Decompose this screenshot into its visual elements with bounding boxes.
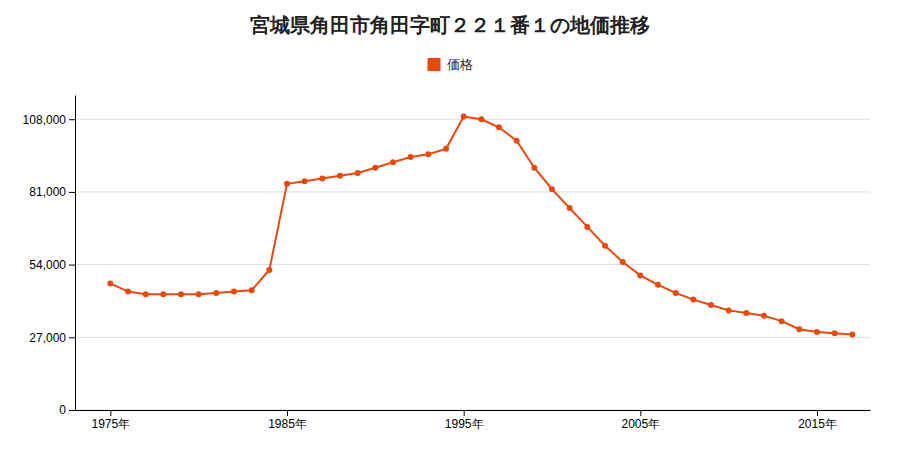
x-tick-label: 2015年 <box>798 417 837 431</box>
y-tick-mark <box>69 119 75 120</box>
x-tick-mark <box>817 410 818 416</box>
x-tick-mark <box>640 410 641 416</box>
y-tick-mark <box>69 265 75 266</box>
x-tick-mark <box>110 410 111 416</box>
y-tick: 27,000 <box>29 331 75 345</box>
point <box>372 165 378 171</box>
point <box>461 114 467 120</box>
point <box>355 170 361 176</box>
point <box>690 297 696 303</box>
point <box>514 138 520 144</box>
point <box>496 124 502 130</box>
x-tick: 2005年 <box>621 410 660 431</box>
y-axis-line <box>75 96 76 411</box>
x-tick-mark <box>464 410 465 416</box>
x-axis-line <box>76 410 871 411</box>
point <box>443 146 449 152</box>
point <box>602 243 608 249</box>
y-tick-mark <box>69 410 75 411</box>
grid-line <box>75 191 870 192</box>
y-tick-label: 54,000 <box>29 258 66 272</box>
point <box>160 291 166 297</box>
point <box>708 302 714 308</box>
point <box>107 280 113 286</box>
title: 宮城県角田市角田字町２２１番１の地価推移 <box>250 13 650 37</box>
point <box>849 332 855 338</box>
point <box>337 173 343 179</box>
plot: 1975年 1985年 1995年 2005年 2015年 0 27,000 54,000 81… <box>23 96 871 431</box>
y-tick-label: 27,000 <box>29 331 66 345</box>
point <box>620 259 626 265</box>
legend-label: 価格 <box>447 57 473 72</box>
point <box>761 313 767 319</box>
grid-line <box>75 410 870 411</box>
point <box>673 290 679 296</box>
point <box>178 291 184 297</box>
point <box>213 290 219 296</box>
y-tick-label: 0 <box>59 403 66 417</box>
y-tick: 0 <box>59 403 75 417</box>
legend: 価格 <box>428 57 473 72</box>
y-tick-label: 108,000 <box>23 113 67 127</box>
point <box>231 289 237 295</box>
y-tick: 81,000 <box>29 185 75 199</box>
x-tick: 1975年 <box>91 410 130 431</box>
point <box>832 330 838 336</box>
legend-item: 価格 <box>428 57 473 72</box>
point <box>531 165 537 171</box>
point <box>779 318 785 324</box>
y-tick: 108,000 <box>23 113 75 127</box>
point <box>266 267 272 273</box>
y-tick: 54,000 <box>29 258 75 272</box>
point <box>637 272 643 278</box>
point <box>478 116 484 122</box>
y-tick-label: 81,000 <box>29 185 66 199</box>
point <box>302 178 308 184</box>
point <box>425 151 431 157</box>
marks <box>107 114 855 338</box>
y-axis: 0 27,000 54,000 81,000 108,000 <box>23 96 76 418</box>
x-tick-label: 1995年 <box>445 417 484 431</box>
point <box>549 186 555 192</box>
point <box>390 159 396 165</box>
point <box>655 282 661 288</box>
point <box>814 329 820 335</box>
x-tick: 1995年 <box>445 410 484 431</box>
x-tick-label: 1975年 <box>91 417 130 431</box>
grid <box>75 119 870 410</box>
point <box>408 154 414 160</box>
x-tick: 1985年 <box>268 410 307 431</box>
x-tick-mark <box>287 410 288 416</box>
x-tick-label: 1985年 <box>268 417 307 431</box>
y-tick-mark <box>69 337 75 338</box>
point <box>125 289 131 295</box>
markers <box>107 114 855 338</box>
point <box>249 287 255 293</box>
point <box>796 326 802 332</box>
chart: 宮城県角田市角田字町２２１番１の地価推移 1975年 1985年 1995年 2005年… <box>0 0 900 450</box>
point <box>567 205 573 211</box>
grid-line <box>75 264 870 265</box>
y-tick-mark <box>69 192 75 193</box>
x-tick-label: 2005年 <box>621 417 660 431</box>
point <box>319 175 325 181</box>
point <box>743 310 749 316</box>
x-tick: 2015年 <box>798 410 837 431</box>
point <box>196 291 202 297</box>
legend-swatch <box>428 58 441 71</box>
point <box>143 291 149 297</box>
point <box>584 224 590 230</box>
x-axis: 1975年 1985年 1995年 2005年 2015年 <box>76 410 871 431</box>
grid-line <box>75 337 870 338</box>
point <box>284 181 290 187</box>
line <box>110 117 852 335</box>
point <box>726 307 732 313</box>
